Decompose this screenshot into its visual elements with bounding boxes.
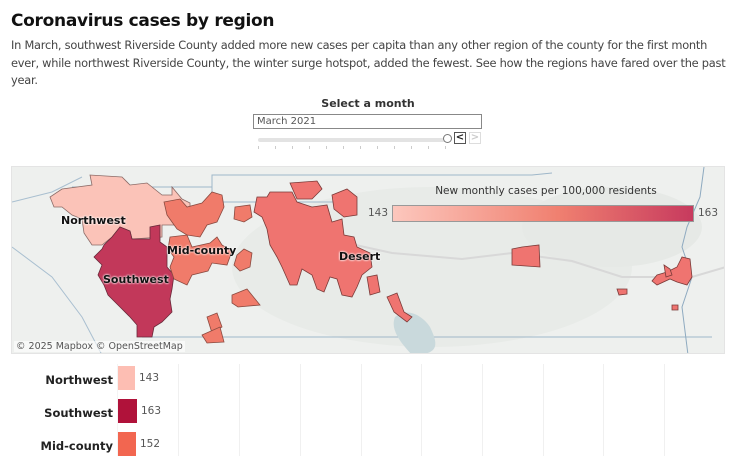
gridline xyxy=(239,364,240,456)
gridline xyxy=(421,364,422,456)
region-bar-chart: Northwest 143 Southwest 163 Mid-county 1… xyxy=(0,358,736,456)
next-month-button[interactable]: > xyxy=(469,132,481,144)
bar-value-southwest: 163 xyxy=(141,405,162,417)
previous-month-button[interactable]: < xyxy=(454,132,466,144)
map-label-desert: Desert xyxy=(339,250,381,263)
map-label-midcounty: Mid-county xyxy=(167,244,237,257)
month-slider-ticks xyxy=(258,146,448,150)
bar-value-midcounty: 152 xyxy=(140,438,161,450)
legend-title: New monthly cases per 100,000 residents xyxy=(435,185,657,197)
map-background xyxy=(12,167,724,353)
page-title: Coronavirus cases by region xyxy=(11,11,275,31)
bar-label-midcounty: Mid-county xyxy=(40,439,113,453)
region-map[interactable]: Northwest Southwest Mid-county Desert Ne… xyxy=(11,166,725,354)
bar-midcounty[interactable] xyxy=(118,432,136,456)
month-slider-track[interactable] xyxy=(258,138,446,142)
month-filter-label: Select a month xyxy=(321,97,415,110)
gridline xyxy=(482,364,483,456)
gridline xyxy=(664,364,665,456)
page-description: In March, southwest Riverside County add… xyxy=(11,38,726,87)
chevron-left-icon: < xyxy=(455,132,465,143)
legend-max-value: 163 xyxy=(698,207,719,219)
bar-southwest[interactable] xyxy=(118,399,137,423)
chevron-right-icon: > xyxy=(470,132,480,143)
month-select-input[interactable]: March 2021 xyxy=(253,114,482,129)
map-label-southwest: Southwest xyxy=(103,273,169,286)
gridline xyxy=(178,364,179,456)
gridline xyxy=(543,364,544,456)
bar-axis xyxy=(117,364,118,456)
month-slider-handle[interactable] xyxy=(443,134,452,143)
bar-northwest[interactable] xyxy=(118,366,135,390)
legend-color-ramp xyxy=(392,205,694,222)
map-attribution[interactable]: © 2025 Mapbox © OpenStreetMap xyxy=(14,341,185,352)
bar-label-northwest: Northwest xyxy=(45,373,113,387)
gridline xyxy=(361,364,362,456)
bar-value-northwest: 143 xyxy=(139,372,160,384)
map-label-northwest: Northwest xyxy=(61,214,126,227)
legend-min-value: 143 xyxy=(368,207,389,219)
gridline xyxy=(300,364,301,456)
bar-label-southwest: Southwest xyxy=(44,406,113,420)
gridline xyxy=(603,364,604,456)
